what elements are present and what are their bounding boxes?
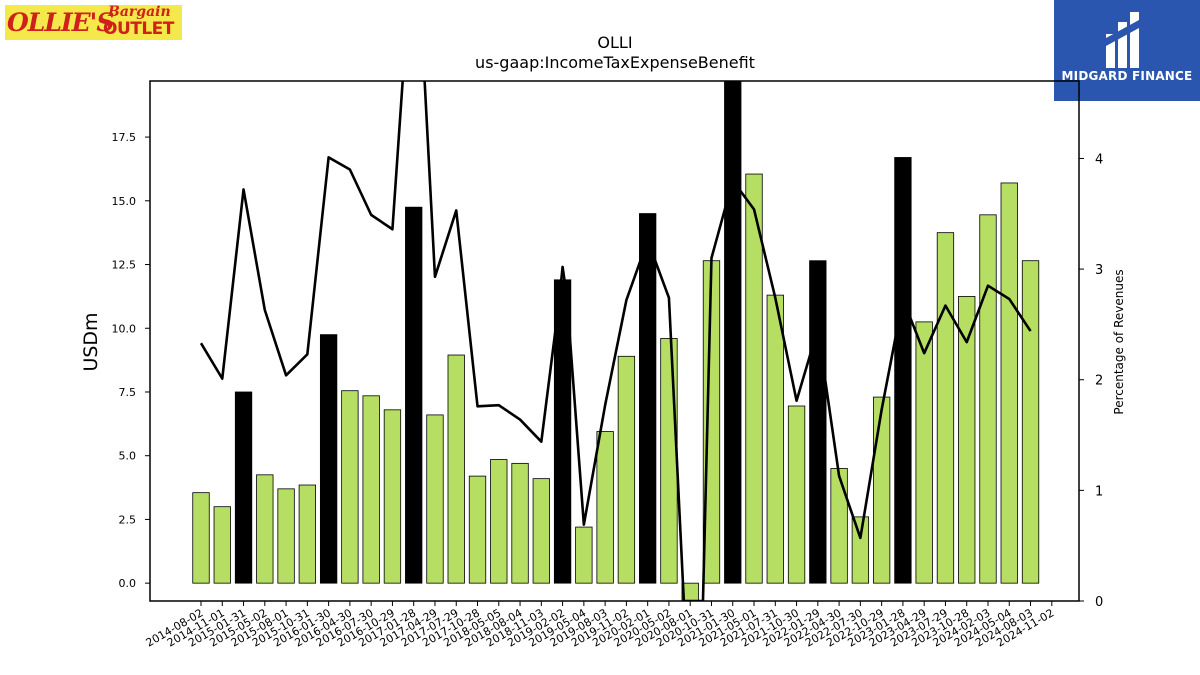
bar [809, 260, 827, 584]
ollies-logo: OLLIE'S Bargain OUTLET [5, 5, 182, 40]
bar [192, 492, 210, 584]
y-tick-label: 5.0 [119, 450, 137, 463]
bar [468, 475, 487, 584]
bar [298, 484, 317, 584]
bar [936, 232, 955, 584]
bar [724, 80, 742, 584]
bar [341, 390, 359, 584]
y2-tick-label: 1 [1095, 484, 1103, 499]
bar [639, 213, 657, 584]
logo-brand-outlet: OUTLET [103, 19, 174, 39]
bar [660, 338, 678, 584]
y-tick-label: 2.5 [119, 513, 137, 526]
line-percentage-of-revenues [199, 81, 1032, 601]
bar [511, 462, 529, 584]
logo-name: MIDGARD FINANCE [1061, 69, 1193, 83]
bar [915, 321, 933, 584]
logo-brand-text: OLLIE'S [7, 8, 114, 37]
bar [596, 431, 614, 584]
x-axis: 2014-08-022014-11-012015-01-312015-05-02… [144, 601, 1056, 650]
bar [234, 391, 253, 584]
bar [362, 395, 380, 584]
bar [851, 516, 870, 584]
bar [426, 414, 444, 584]
bar [447, 354, 465, 584]
bar [872, 396, 891, 584]
bar [745, 173, 763, 584]
y2-tick-label: 4 [1095, 152, 1103, 167]
bar [1021, 260, 1040, 584]
y2-tick-label: 0 [1095, 595, 1103, 610]
bar [383, 409, 402, 584]
bar [787, 405, 806, 584]
y-tick-label: 7.5 [119, 386, 137, 399]
bar [213, 506, 231, 584]
y-tick-label: 10.0 [112, 322, 137, 335]
bar [575, 526, 593, 584]
bar [894, 157, 912, 584]
bar [1000, 182, 1018, 584]
bar [405, 206, 423, 584]
y-tick-label: 17.5 [112, 131, 137, 144]
y-tick-label: 0.0 [119, 577, 137, 590]
bar [319, 334, 338, 584]
plot-frame [149, 80, 1080, 602]
bar [766, 294, 784, 584]
bar [277, 488, 295, 584]
y-tick-label: 15.0 [112, 195, 137, 208]
y-axis-label: USDm [80, 312, 102, 371]
bar-series [192, 80, 1040, 602]
y2-tick-label: 3 [1095, 263, 1103, 278]
y-axis: 0.0 2.5 5.0 7.5 10.0 12.5 15.0 17.5 [112, 131, 150, 590]
chart-title: OLLI [597, 33, 632, 52]
chart-subtitle: us-gaap:IncomeTaxExpenseBenefit [475, 53, 755, 72]
bar [617, 355, 636, 584]
y2-tick-label: 2 [1095, 374, 1103, 389]
bar [490, 459, 508, 584]
bar [830, 468, 848, 584]
bar [979, 214, 997, 584]
y2-axis-label: Percentage of Revenues [1112, 269, 1126, 414]
bar [532, 478, 550, 584]
midgard-mark-icon [1106, 12, 1139, 68]
logo-brand-sub: Bargain [108, 5, 171, 20]
bar [958, 295, 976, 584]
y2-axis: 0 1 2 3 4 [1079, 152, 1103, 610]
bar [256, 474, 274, 584]
line-series [199, 81, 1032, 601]
y-tick-label: 12.5 [112, 259, 137, 272]
